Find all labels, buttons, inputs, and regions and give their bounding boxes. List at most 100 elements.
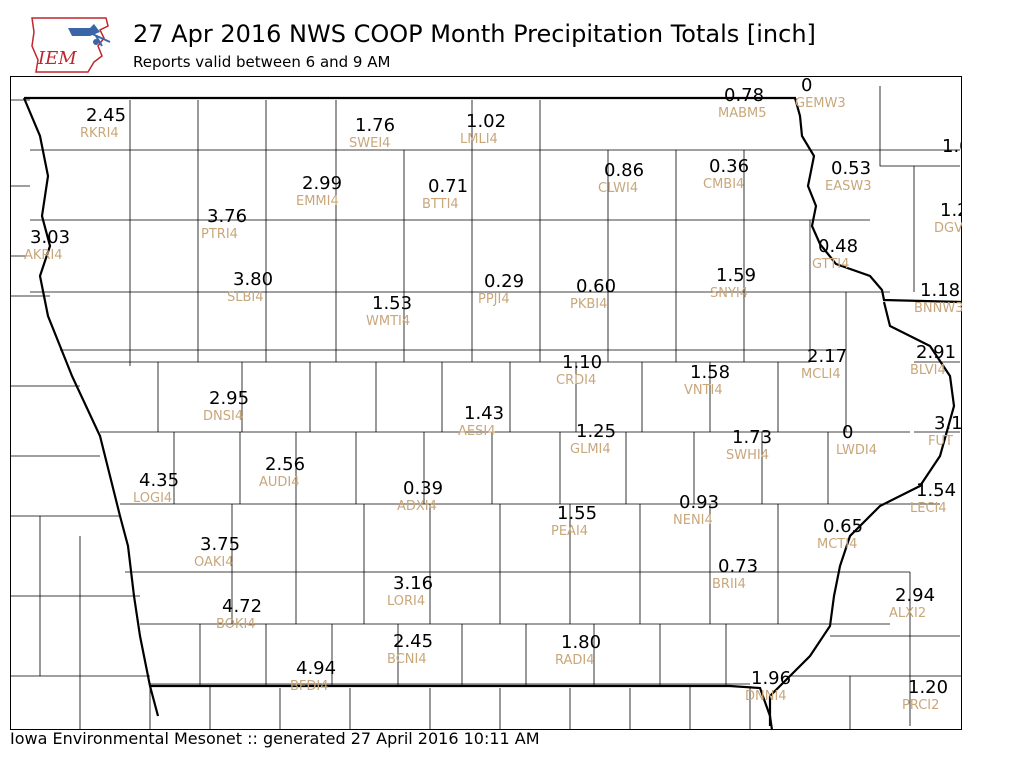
station-id: ADXI4: [397, 499, 437, 514]
station-id: BTTI4: [422, 197, 459, 212]
station-value: 1.55: [557, 503, 597, 524]
state-boundary: [22, 96, 962, 731]
station-value: 1.00: [942, 136, 962, 157]
station-id: MCTI4: [817, 537, 857, 552]
station-id: ALXI2: [889, 606, 926, 621]
map-title: 27 Apr 2016 NWS COOP Month Precipitation…: [133, 20, 816, 48]
station-value: 3.76: [207, 206, 247, 227]
station-value: 1.23: [940, 200, 962, 221]
station-value: 2.56: [265, 454, 305, 475]
station-id: CLWI4: [598, 181, 638, 196]
station-id: WMTI4: [366, 314, 410, 329]
station-id: AUDI4: [259, 475, 300, 490]
station-id: EASW3: [825, 179, 871, 194]
station-id: MABM5: [718, 106, 767, 121]
station-value: 1.10: [562, 352, 602, 373]
county-lines: [10, 86, 962, 730]
station-id: BNNW3: [914, 301, 962, 316]
station-value: 2.17: [807, 346, 847, 367]
station-value: 0.71: [428, 176, 468, 197]
station-id: VNTI4: [684, 383, 723, 398]
station-id: DNSI4: [203, 409, 243, 424]
station-value: 2.95: [209, 388, 249, 409]
station-value: 0.93: [679, 492, 719, 513]
station-value: 3.16: [393, 573, 433, 594]
iem-logo: IEM: [31, 17, 111, 73]
station-value: 1.54: [916, 480, 956, 501]
station-value: 0.65: [823, 516, 863, 537]
station-id: PRCI2: [902, 698, 939, 713]
station-id: PTRI4: [201, 227, 238, 242]
station-value: 1.58: [690, 362, 730, 383]
station-value: 2.91: [916, 342, 956, 363]
station-value: 1.53: [372, 293, 412, 314]
map-frame: [10, 76, 962, 730]
map-footer: Iowa Environmental Mesonet :: generated …: [10, 729, 540, 748]
station-value: 1.73: [732, 427, 772, 448]
station-unlabeled: 1.00: [942, 136, 962, 157]
station-id: SWHI4: [726, 448, 769, 463]
map-subtitle: Reports valid between 6 and 9 AM: [133, 53, 391, 71]
station-value: 0.78: [724, 85, 764, 106]
station-value: 1.43: [464, 403, 504, 424]
station-value: 2.99: [302, 173, 342, 194]
station-value: 0.29: [484, 271, 524, 292]
station-value: 1.80: [561, 632, 601, 653]
station-id: LWDI4: [836, 443, 877, 458]
station-id: SWEI4: [349, 136, 390, 151]
station-value: 1.59: [716, 265, 756, 286]
station-value: 3.03: [30, 227, 70, 248]
map-header: IEM 27 Apr 2016 NWS COOP Month Precipita…: [0, 0, 1024, 76]
station-id: AESI4: [458, 424, 495, 439]
station-value: 0.60: [576, 276, 616, 297]
station-dgv: 1.23DGV: [934, 200, 962, 236]
station-value: 2.94: [895, 585, 935, 606]
station-value: 0.48: [818, 236, 858, 257]
station-id: LOGI4: [133, 491, 172, 506]
station-id: RADI4: [555, 653, 595, 668]
station-id: FUT: [928, 434, 953, 449]
station-id: SLBI4: [227, 290, 264, 305]
station-value: 1.18: [920, 280, 960, 301]
station-id: BRII4: [712, 577, 746, 592]
station-id: LORI4: [387, 594, 425, 609]
station-id: PEAI4: [551, 524, 588, 539]
station-value: 1.96: [751, 668, 791, 689]
station-id: BFDI4: [290, 679, 329, 694]
station-id: DGV: [934, 221, 962, 236]
station-fut: 3.17FUT: [928, 413, 962, 449]
station-value: 3.75: [200, 534, 240, 555]
station-value: 1.20: [908, 677, 948, 698]
